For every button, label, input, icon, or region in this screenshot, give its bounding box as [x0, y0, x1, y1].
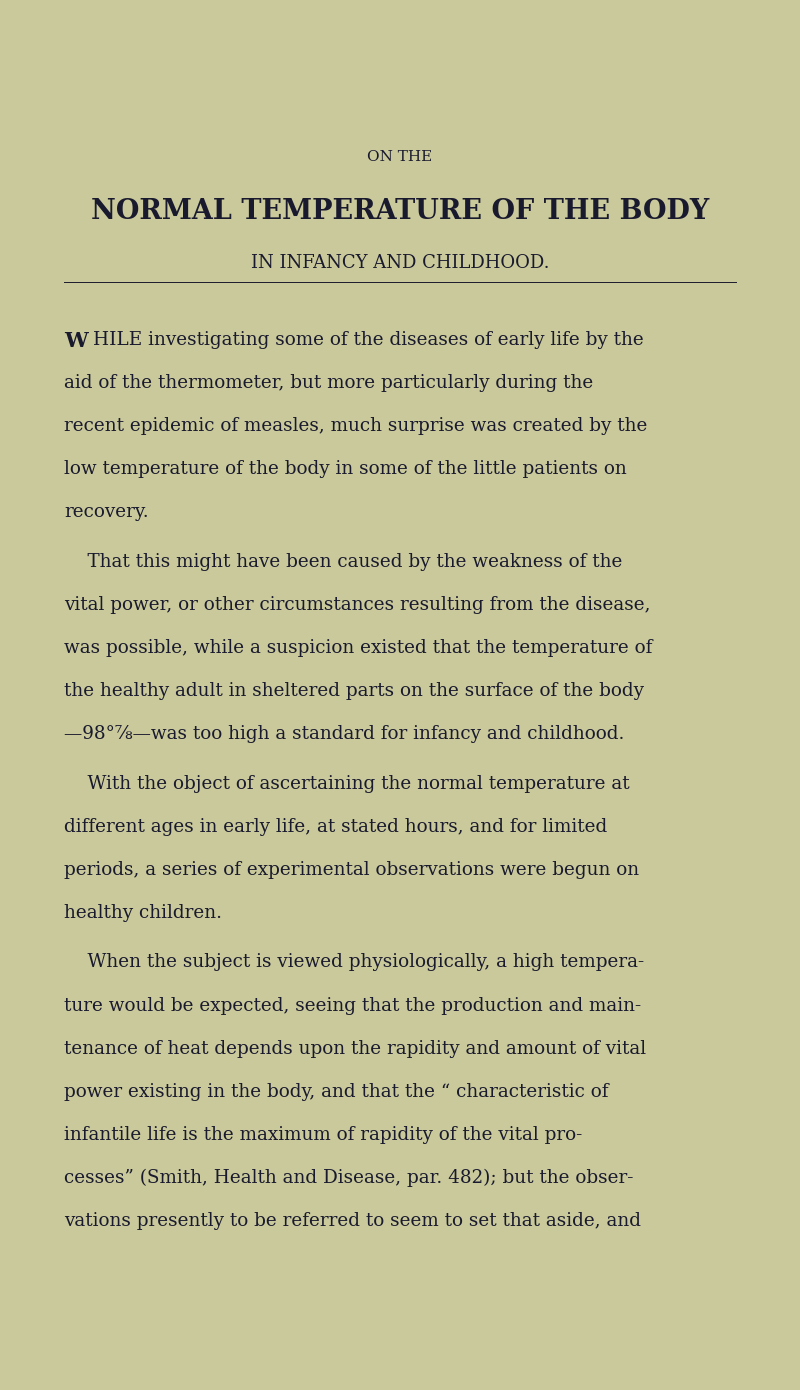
Text: IN INFANCY AND CHILDHOOD.: IN INFANCY AND CHILDHOOD.: [250, 254, 550, 271]
Text: aid of the thermometer, but more particularly during the: aid of the thermometer, but more particu…: [64, 374, 594, 392]
Text: periods, a series of experimental observations were begun on: periods, a series of experimental observ…: [64, 860, 639, 878]
Text: healthy children.: healthy children.: [64, 904, 222, 922]
Text: the healthy adult in sheltered parts on the surface of the body: the healthy adult in sheltered parts on …: [64, 682, 644, 701]
Text: ON THE: ON THE: [367, 150, 433, 164]
Text: power existing in the body, and that the “ characteristic of: power existing in the body, and that the…: [64, 1083, 609, 1101]
Text: recovery.: recovery.: [64, 503, 149, 521]
Text: recent epidemic of measles, much surprise was created by the: recent epidemic of measles, much surpris…: [64, 417, 647, 435]
Text: —98°⅞—was too high a standard for infancy and childhood.: —98°⅞—was too high a standard for infanc…: [64, 726, 624, 744]
Text: was possible, while a suspicion existed that the temperature of: was possible, while a suspicion existed …: [64, 639, 652, 657]
Text: When the subject is viewed physiologically, a high tempera-: When the subject is viewed physiological…: [64, 954, 644, 972]
Text: cesses” (Smith, Health and Disease, par. 482); but the obser-: cesses” (Smith, Health and Disease, par.…: [64, 1169, 634, 1187]
Text: That this might have been caused by the weakness of the: That this might have been caused by the …: [64, 553, 622, 571]
Text: With the object of ascertaining the normal temperature at: With the object of ascertaining the norm…: [64, 774, 630, 792]
Text: W: W: [64, 331, 88, 350]
Text: low temperature of the body in some of the little patients on: low temperature of the body in some of t…: [64, 460, 626, 478]
Text: ture would be expected, seeing that the production and main-: ture would be expected, seeing that the …: [64, 997, 641, 1015]
Text: vations presently to be referred to seem to set that aside, and: vations presently to be referred to seem…: [64, 1212, 641, 1230]
Text: infantile life is the maximum of rapidity of the vital pro-: infantile life is the maximum of rapidit…: [64, 1126, 582, 1144]
Text: vital power, or other circumstances resulting from the disease,: vital power, or other circumstances resu…: [64, 596, 650, 614]
Text: NORMAL TEMPERATURE OF THE BODY: NORMAL TEMPERATURE OF THE BODY: [91, 197, 709, 225]
Text: tenance of heat depends upon the rapidity and amount of vital: tenance of heat depends upon the rapidit…: [64, 1040, 646, 1058]
Text: different ages in early life, at stated hours, and for limited: different ages in early life, at stated …: [64, 817, 607, 835]
Text: HILE investigating some of the diseases of early life by the: HILE investigating some of the diseases …: [93, 331, 643, 349]
